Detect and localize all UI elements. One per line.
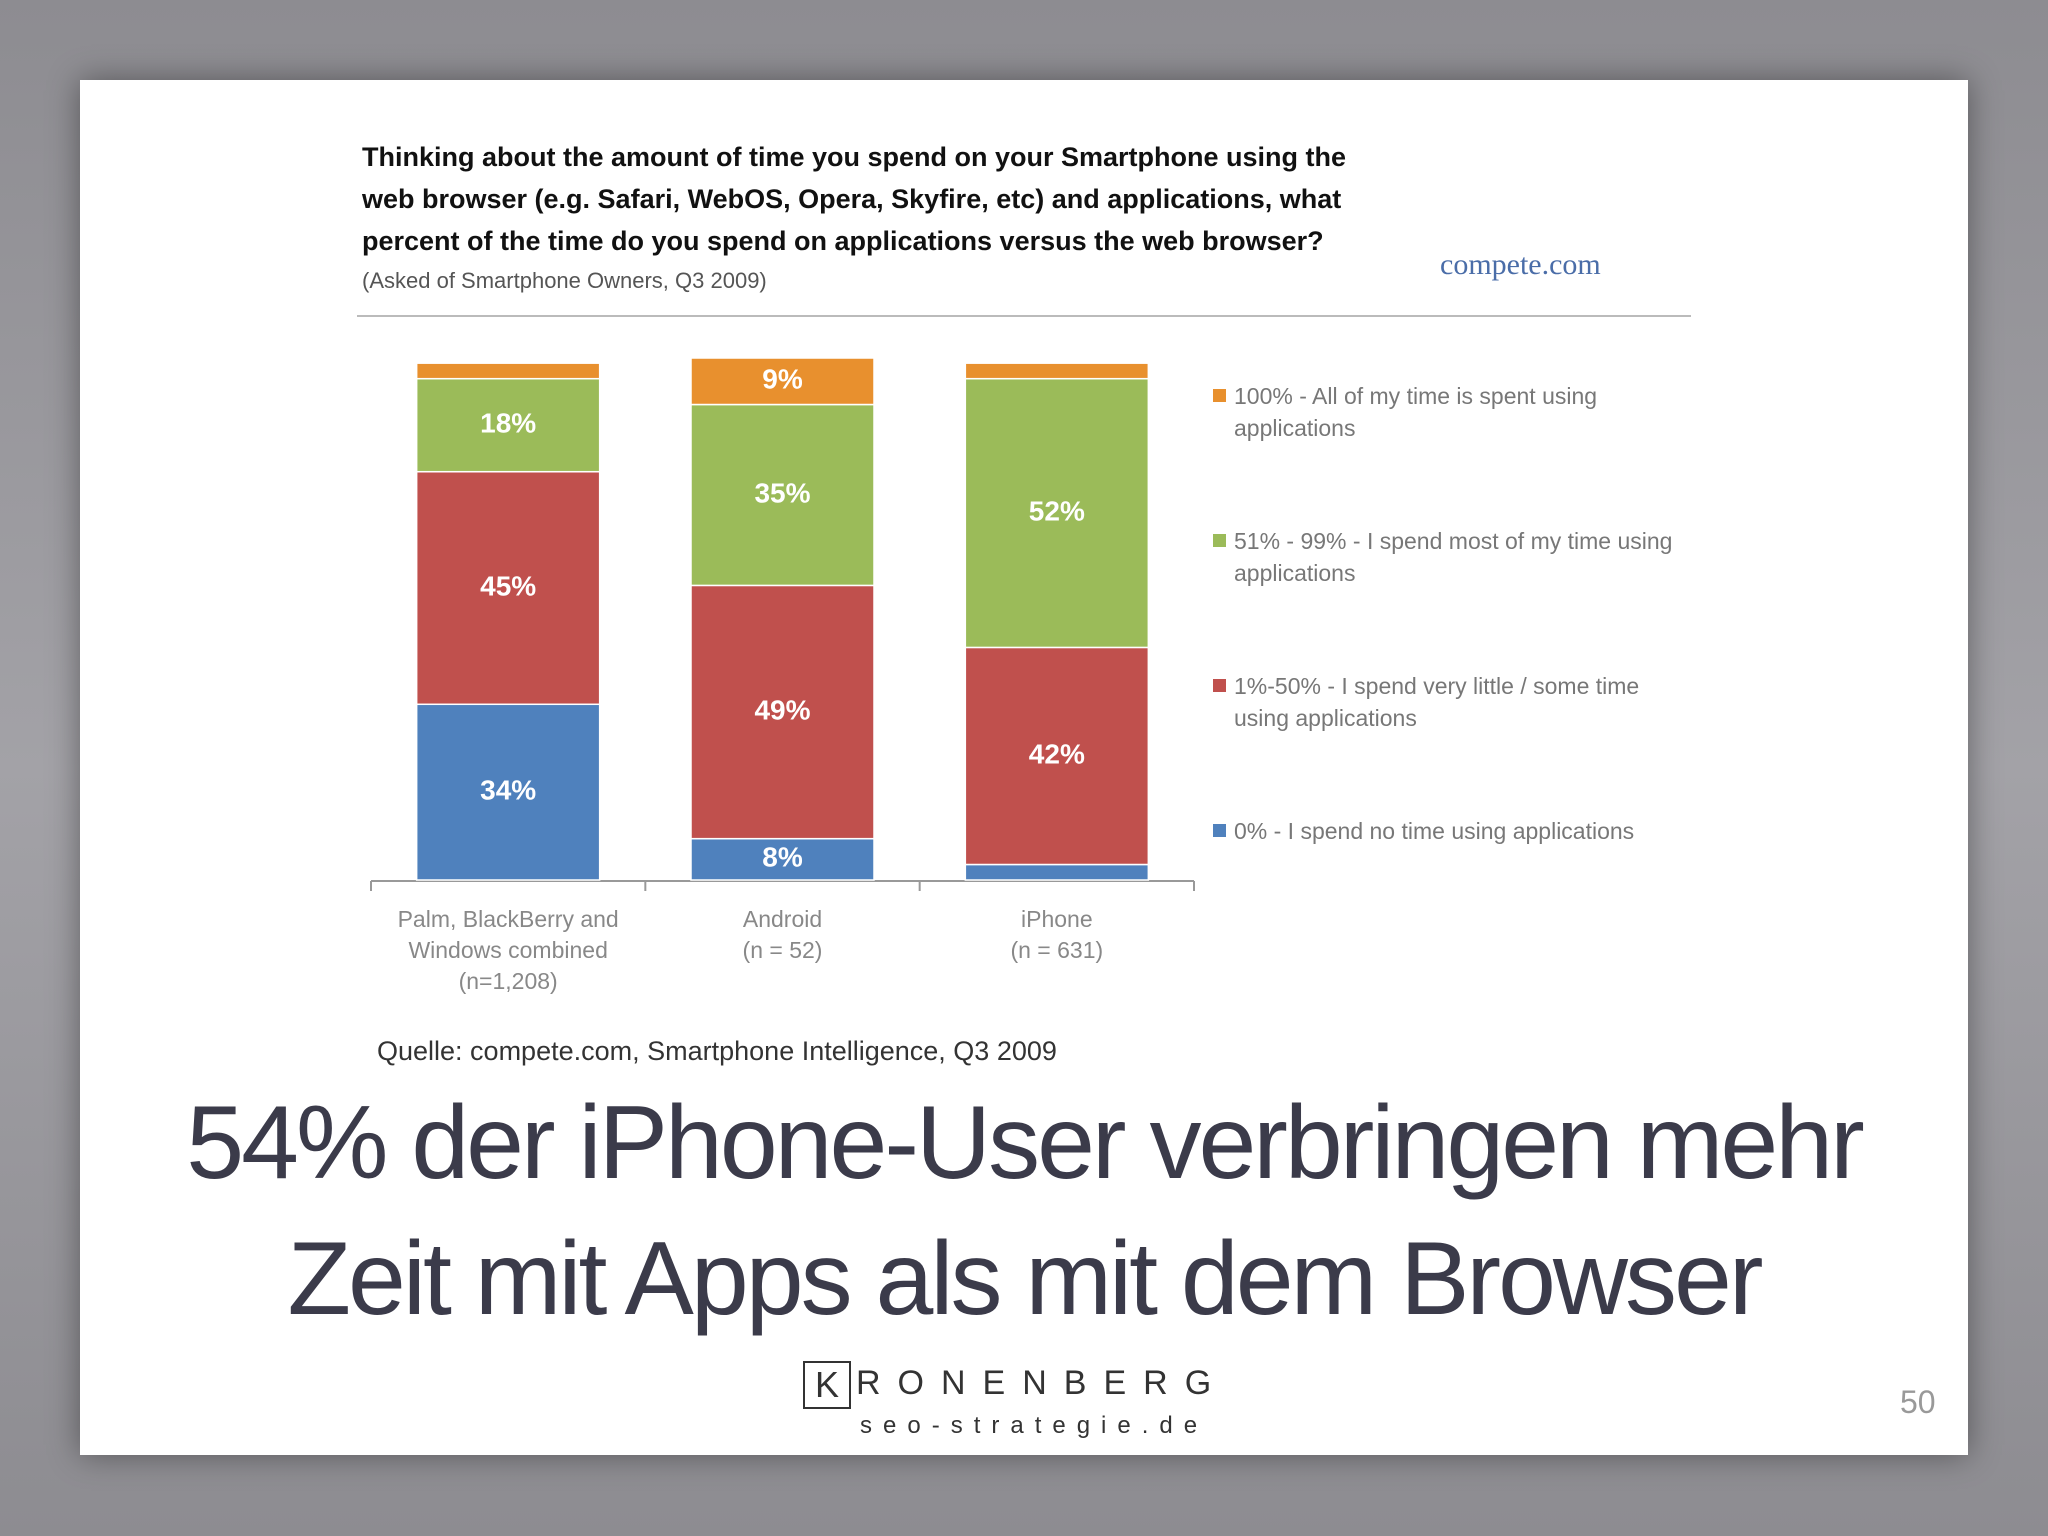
bar-segment (690, 357, 875, 406)
value-label: 35% (754, 477, 810, 508)
bar-segment (964, 362, 1150, 380)
chart-title: Thinking about the amount of time you sp… (362, 142, 1346, 256)
legend-label: 1%-50% - I spend very little / some time… (1234, 673, 1640, 731)
bar-segment (964, 377, 1150, 649)
headline: 54% der iPhone-User verbringen mehr Zeit… (186, 1085, 1864, 1337)
value-label: 42% (1029, 738, 1085, 769)
bar-segment (964, 646, 1150, 866)
bar-segment (415, 703, 601, 881)
bar-segment (415, 377, 601, 473)
logo-initial: K (803, 1361, 851, 1409)
bar-segment (415, 362, 601, 380)
bar-segment (690, 403, 875, 587)
x-tick-label: Palm, BlackBerry and Windows combined (n… (397, 906, 619, 994)
value-label: 34% (480, 775, 536, 806)
legend-label: 0% - I spend no time using applications (1234, 818, 1635, 844)
bar-segment (690, 584, 875, 840)
bar-segment (964, 863, 1150, 881)
bar-segment (690, 837, 875, 881)
legend-swatch (1213, 679, 1226, 692)
legend-swatch (1213, 534, 1226, 547)
logo-domain: seo-strategie.de (860, 1412, 1209, 1439)
source: Quelle: compete.com, Smartphone Intellig… (377, 1036, 1057, 1066)
value-label: 18% (480, 408, 536, 439)
value-label: 52% (1029, 495, 1085, 526)
chart-subtitle: (Asked of Smartphone Owners, Q3 2009) (362, 268, 767, 293)
legend-swatch (1213, 389, 1226, 402)
page-number: 50 (1900, 1384, 1936, 1420)
logo-name: RONENBERG (856, 1364, 1229, 1402)
x-tick-label: Android (n = 52) (742, 906, 823, 963)
x-tick-label: iPhone (n = 631) (1010, 906, 1104, 963)
value-label: 45% (480, 570, 536, 601)
value-label: 9% (762, 364, 803, 395)
legend-label: 100% - All of my time is spent using app… (1234, 383, 1598, 441)
legend-swatch (1213, 824, 1226, 837)
brand-logo: compete.com (1440, 248, 1601, 281)
value-label: 8% (762, 842, 803, 873)
value-label: 49% (754, 694, 810, 725)
legend-label: 51% - 99% - I spend most of my time usin… (1234, 528, 1673, 586)
